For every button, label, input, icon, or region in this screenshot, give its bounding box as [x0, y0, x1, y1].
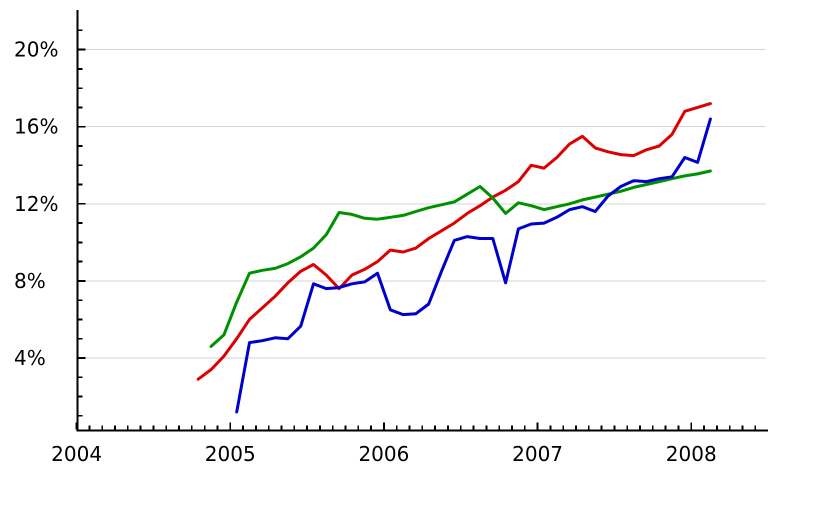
x-tick-label: 2006 — [358, 442, 409, 466]
blue-series-line — [235, 117, 712, 414]
x-tick-label: 2008 — [666, 442, 717, 466]
y-tick-label: 20% — [14, 38, 58, 62]
x-tick-label: 2007 — [512, 442, 563, 466]
x-tick-label: 2004 — [51, 442, 102, 466]
y-tick-label: 12% — [14, 192, 58, 216]
y-tick-label: 4% — [14, 346, 46, 370]
y-tick-label: 16% — [14, 115, 58, 139]
x-tick-label: 2005 — [205, 442, 256, 466]
green-series-line — [209, 169, 712, 348]
red-series-line — [196, 102, 712, 381]
y-tick-label: 8% — [14, 269, 46, 293]
